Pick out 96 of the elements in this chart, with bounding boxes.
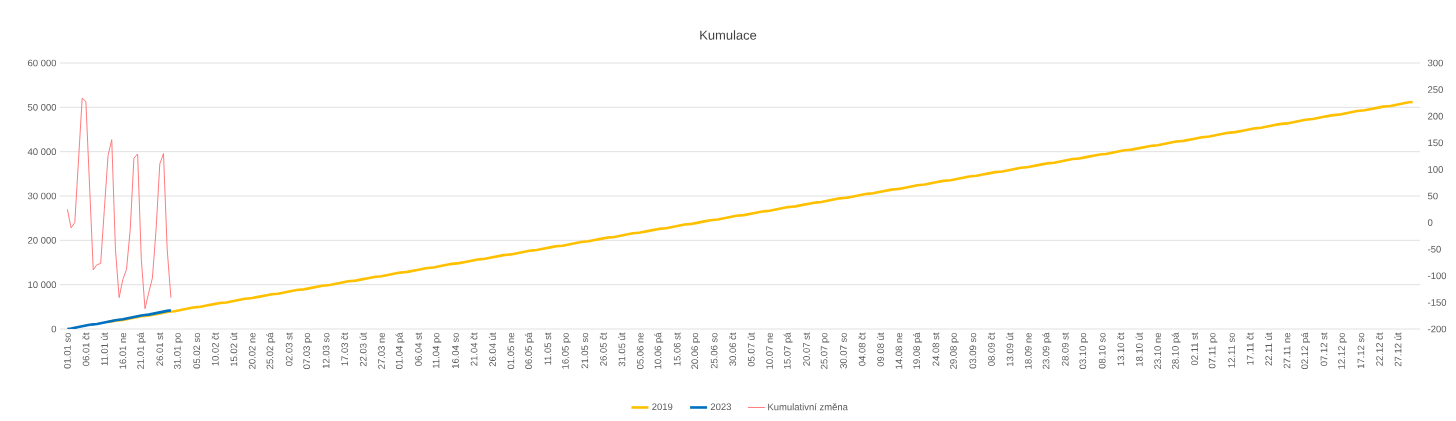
legend-label: 2023: [710, 403, 732, 411]
x-tick-label: 08.09 čt: [987, 332, 995, 366]
y-tick-label: 60 000: [28, 59, 57, 67]
x-tick-label: 07.11 po: [1208, 332, 1218, 369]
y2-tick-label: -150: [1427, 299, 1447, 306]
y-tick-label: 10 000: [28, 281, 57, 289]
x-tick-label: 12.12 po: [1338, 332, 1347, 369]
x-tick-label: 07.03 po: [303, 332, 312, 369]
x-tick-label: 26.01 st: [156, 332, 164, 366]
x-tick-label: 05.07 út: [747, 332, 755, 367]
x-tick-label: 27.11 ne: [1283, 332, 1291, 369]
legend-label: Kumulativní změna: [768, 403, 848, 411]
x-tick-label: 10.07 ne: [766, 332, 773, 369]
x-tick-label: 21.01 pá: [136, 332, 146, 369]
x-tick-label: 02.03 st: [285, 332, 293, 366]
x-tick-label: 31.05 út: [618, 332, 626, 367]
x-tick-label: 28.09 st: [1061, 332, 1069, 366]
x-tick-label: 13.10 čt: [1117, 332, 1125, 366]
x-tick-label: 27.03 ne: [378, 332, 385, 369]
x-tick-label: 10.06 pá: [654, 332, 664, 369]
line-series: [66, 97, 172, 310]
x-tick-label: 25.02 pá: [266, 332, 276, 369]
x-tick-label: 31.01 po: [173, 332, 183, 369]
x-tick-label: 23.09 pá: [1042, 332, 1052, 369]
x-tick-label: 11.05 st: [544, 332, 552, 365]
x-tick-label: 22.11 út: [1264, 332, 1273, 366]
y2-tick-label: 50: [1427, 192, 1438, 200]
x-tick-label: 25.07 po: [820, 332, 830, 369]
x-tick-label: 25.06 so: [710, 332, 718, 369]
x-tick-label: 17.03 čt: [341, 332, 349, 366]
x-tick-label: 13.09 út: [1006, 332, 1014, 367]
y2-tick-label: -50: [1427, 245, 1441, 253]
x-tick-label: 08.10 so: [1098, 332, 1106, 369]
x-tick-label: 11.04 po: [432, 332, 442, 368]
x-tick-label: 26.05 čt: [599, 332, 607, 366]
x-tick-label: 02.11 st: [1191, 332, 1198, 366]
x-tick-label: 24.08 st: [932, 332, 940, 366]
y-tick-label: 50 000: [27, 103, 57, 111]
y-tick-label: 30 000: [27, 192, 57, 200]
x-tick-label: 30.07 so: [840, 332, 847, 369]
x-tick-label: 11.01 út: [100, 332, 108, 366]
x-tick-label: 30.06 čt: [729, 332, 737, 366]
legend-label: 2019: [652, 403, 673, 411]
x-tick-label: 18.09 ne: [1024, 332, 1032, 369]
y2-tick-label: 150: [1428, 139, 1443, 147]
x-tick-label: 26.04 út: [488, 332, 496, 367]
y2-tick-label: 200: [1428, 112, 1443, 120]
x-tick-label: 06.05 pá: [524, 332, 534, 369]
x-tick-label: 27.12 út: [1394, 332, 1402, 367]
y2-tick-label: 300: [1427, 59, 1443, 67]
x-tick-label: 16.01 ne: [119, 332, 127, 369]
x-tick-label: 05.02 so: [193, 332, 201, 369]
x-tick-label: 21.05 so: [581, 332, 589, 369]
x-tick-label: 09.08 út: [876, 332, 884, 367]
x-tick-label: 20.07 st: [803, 332, 810, 366]
x-tick-label: 16.05 po: [562, 332, 571, 369]
x-tick-label: 14.08 ne: [895, 332, 903, 369]
x-tick-label: 17.12 so: [1357, 332, 1365, 369]
x-tick-label: 20.02 ne: [248, 332, 256, 369]
x-tick-label: 16.04 so: [452, 332, 459, 369]
x-tick-label: 15.06 st: [673, 332, 681, 366]
x-tick-label: 12.03 so: [322, 332, 330, 369]
x-tick-label: 12.11 so: [1228, 332, 1235, 368]
y2-tick-label: 100: [1428, 166, 1443, 173]
y2-tick-label: 0: [1427, 219, 1433, 226]
y-tick-label: 0: [51, 325, 57, 333]
x-tick-label: 18.10 út: [1135, 332, 1143, 367]
x-tick-label: 17.11 čt: [1246, 332, 1254, 365]
y2-tick-label: -100: [1427, 272, 1447, 280]
x-tick-label: 01.05 ne: [507, 332, 515, 369]
x-tick-label: 29.08 po: [950, 332, 959, 369]
x-tick-label: 01.04 pá: [395, 332, 405, 369]
x-tick-label: 15.07 pá: [783, 332, 793, 369]
x-tick-label: 07.12 st: [1320, 332, 1328, 366]
chart-title: Kumulace: [700, 30, 757, 40]
y-tick-label: 20 000: [28, 236, 57, 244]
x-tick-label: 06.01 čt: [82, 332, 90, 366]
x-tick-label: 02.12 pá: [1301, 332, 1310, 369]
x-tick-label: 03.09 so: [969, 332, 977, 369]
x-tick-label: 23.10 ne: [1154, 332, 1161, 369]
x-tick-label: 20.06 po: [691, 332, 700, 369]
x-tick-label: 21.04 čt: [470, 332, 478, 366]
x-tick-label: 01.01 so: [64, 332, 71, 369]
x-tick-label: 03.10 po: [1079, 332, 1089, 369]
x-tick-label: 22.12 čt: [1375, 332, 1383, 366]
x-tick-label: 28.10 pá: [1171, 332, 1181, 369]
y2-tick-label: 250: [1428, 86, 1443, 93]
y2-tick-label: -200: [1427, 325, 1447, 333]
x-tick-label: 04.08 čt: [858, 332, 866, 366]
x-tick-label: 06.04 st: [415, 332, 422, 366]
x-tick-label: 22.03 út: [359, 332, 367, 367]
y-tick-label: 40 000: [27, 148, 57, 156]
x-tick-label: 19.08 pá: [912, 332, 922, 369]
x-tick-label: 05.06 ne: [636, 332, 644, 369]
x-tick-label: 10.02 čt: [211, 332, 219, 366]
x-tick-label: 15.02 út: [230, 332, 238, 367]
